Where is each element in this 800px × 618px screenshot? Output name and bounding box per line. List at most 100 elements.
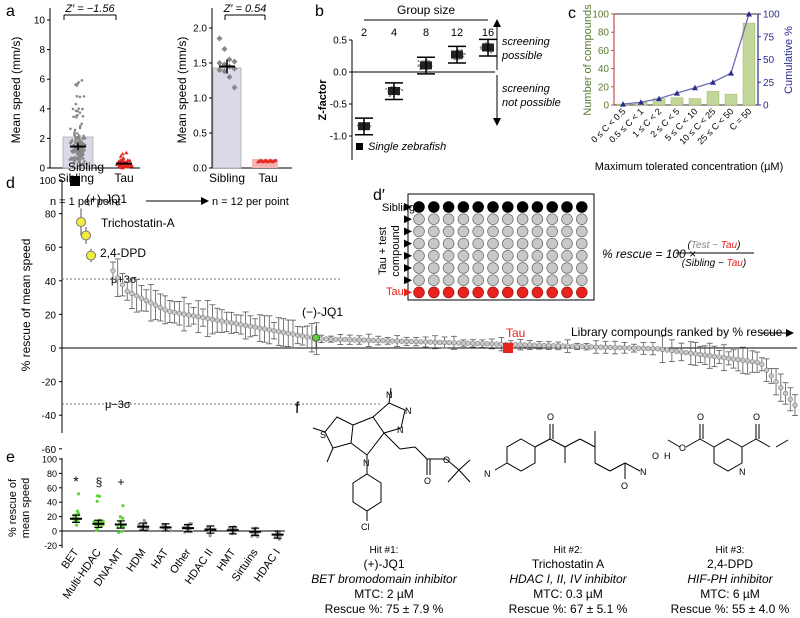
d-jq1-minus: (−)-JQ1 (302, 305, 343, 319)
a1-sibling-point (76, 152, 80, 155)
plate-well (546, 225, 558, 238)
a1-sibling-point (76, 149, 80, 153)
plate-well (457, 213, 470, 225)
jq1-atom-n1: N (386, 390, 393, 400)
formula-den-sibling: Sibling (685, 258, 715, 269)
d-compound-point (659, 346, 665, 352)
plate-well (546, 213, 558, 225)
d-compound-point (678, 349, 684, 355)
plate-well (531, 201, 544, 213)
formula-lhs: % rescue = 100 × (602, 247, 696, 261)
a1-tau-point (127, 163, 132, 167)
plate-well (413, 225, 425, 238)
plate-well (442, 286, 455, 299)
plate-well (413, 274, 425, 286)
svg-text:Hit #2:: Hit #2: (554, 545, 583, 556)
a1-sibling-point (77, 134, 81, 138)
plate-well (502, 213, 514, 225)
e-mark-multihdac: § (96, 475, 103, 489)
plate-well (561, 213, 573, 225)
c-ytick-left-label: 40 (598, 64, 610, 75)
plate-sibling: Sibling (382, 202, 415, 214)
d-compound-point (110, 268, 116, 274)
d-compound-point (129, 290, 135, 297)
a1-sibling-point (80, 122, 83, 126)
c-ytick-left-label: 0 (603, 101, 609, 112)
a1-sibling-point (83, 160, 86, 163)
plate-well (413, 250, 425, 262)
plate-well (561, 274, 573, 286)
e-mark-bet: * (73, 473, 79, 489)
d-compound-point (650, 346, 656, 352)
d-compound-point (664, 347, 670, 353)
d-compound-point (205, 315, 211, 322)
plate-well (472, 213, 484, 225)
tsa-atom-o1: O (547, 412, 554, 422)
d-compound-point (176, 310, 182, 316)
plate-well (457, 225, 470, 238)
plate-well (546, 201, 558, 213)
jq1-atom-o1: O (424, 476, 431, 486)
d-compound-point (773, 379, 779, 385)
d-compound-point (479, 341, 486, 347)
d-compound-point (356, 337, 362, 343)
c-cumulative-point (746, 11, 752, 17)
d-compound-point (470, 340, 476, 346)
a1-tau-point (120, 151, 125, 156)
svg-text:Rescue %: 67 ± 5.1 %: Rescue %: 67 ± 5.1 % (509, 602, 628, 616)
a-n-right: n = 12 per point (212, 196, 289, 208)
a1-sibling-point (73, 131, 76, 135)
panel-d-plot: % rescue of mean speed -60 -40 -20 0 20 40 60 8… (19, 160, 798, 456)
d-compound-point (366, 337, 372, 343)
svg-text:MTC: 0.3 µM: MTC: 0.3 µM (533, 587, 603, 601)
a1-sibling-point (78, 95, 82, 99)
plate-well (413, 286, 425, 299)
plate-well (428, 213, 440, 225)
a1-sibling-point (76, 82, 80, 85)
plate-well (472, 262, 484, 274)
plate-well (428, 201, 440, 213)
d-compound-point (669, 348, 675, 354)
b-point (426, 59, 429, 62)
b-xtick-label: 12 (451, 27, 463, 39)
c-bar (688, 98, 702, 106)
d-compound-point (541, 342, 547, 349)
svg-text:Rescue %: 55 ± 4.0 %: Rescue %: 55 ± 4.0 % (671, 602, 790, 616)
plate-well (516, 213, 529, 225)
d-compound-point (148, 300, 154, 306)
e-point (142, 518, 146, 523)
plate-well (546, 250, 558, 262)
plate-well (531, 213, 544, 225)
d-compound-point (328, 336, 334, 342)
plate-well (428, 250, 440, 262)
e-xtick-label: HAT (149, 547, 171, 571)
b-point (480, 47, 483, 51)
svg-text:MTC: 2 µM: MTC: 2 µM (354, 587, 414, 601)
c-bar (724, 93, 738, 106)
a-n-left: n = 1 per point (50, 196, 121, 208)
a1-sibling-point (74, 140, 77, 144)
plate-well (442, 250, 455, 262)
d-compound-point (782, 390, 789, 397)
d-compound-point (517, 342, 523, 348)
d-compound-point (655, 346, 661, 352)
plate-well (546, 274, 558, 286)
b-screen-not-2: not possible (502, 97, 561, 109)
a1-sibling-point (79, 146, 83, 150)
hit-caption-1: Hit #1: (+)-JQ1 BET bromodomain inhibito… (311, 545, 457, 616)
d-compound-point (413, 339, 419, 345)
panel-b-plot: Group size 2 4 8 12 16 Z-factor -1.0 -0.5 0.0 0… (317, 3, 561, 160)
d-sibling-label: Sibling (68, 160, 104, 174)
a1-sibling-point (80, 163, 83, 166)
plate-well (502, 237, 514, 250)
a1-tau-point (127, 158, 132, 163)
d-compound-point (527, 342, 533, 348)
d-compound-point (565, 343, 571, 349)
d-compound-point (498, 341, 504, 347)
d-compound-point (399, 338, 405, 344)
e-xtick-label: BET (59, 547, 81, 572)
tsa-atom-n: N (484, 469, 491, 479)
d-compound-point (290, 331, 296, 337)
plate-well (502, 250, 514, 262)
